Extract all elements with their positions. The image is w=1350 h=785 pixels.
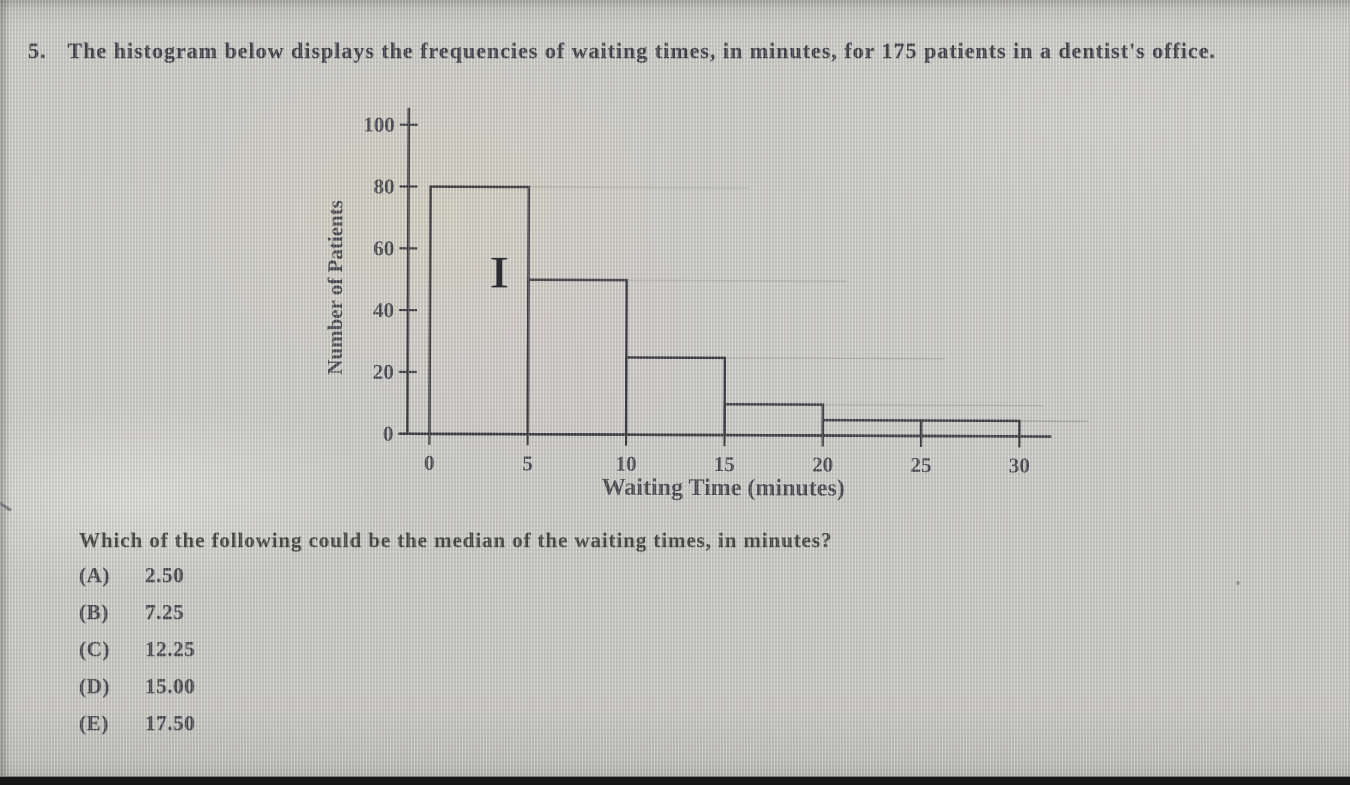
scan-edge-bottom: [0, 776, 1350, 785]
scan-gridline-0-5: [528, 186, 749, 189]
x-tick-label-0: 0: [424, 451, 435, 475]
option-e-value: 17.50: [145, 711, 196, 735]
option-e-label: (E): [79, 711, 109, 735]
option-a-label: (A): [79, 563, 110, 587]
x-tick-label-20: 20: [812, 452, 833, 476]
bar-5-10: [526, 278, 629, 436]
scan-edge-left: [0, 0, 10, 785]
scan-gridline-15-20: [822, 403, 1043, 407]
histogram-svg: 0 20 40 60 80 100 0 5 10 15 20 25 30 Number of Patien…: [323, 107, 1088, 502]
x-tick-label-30: 30: [1009, 453, 1030, 477]
option-d: (D) 15.00: [79, 674, 195, 700]
option-c: (C) 12.25: [79, 637, 195, 663]
y-axis-label: Number of Patients: [323, 200, 348, 375]
question-text: The histogram below displays the frequen…: [67, 38, 1216, 63]
x-axis-label: Waiting Time (minutes): [602, 475, 845, 502]
bar-0-5: [428, 185, 531, 436]
y-tick-label-60: 60: [373, 236, 394, 260]
option-d-value: 15.00: [145, 674, 196, 698]
x-tick-label-15: 15: [714, 452, 735, 476]
option-a-value: 2.50: [145, 563, 185, 587]
option-c-label: (C): [79, 637, 110, 661]
bar-15-20: [723, 402, 825, 437]
x-tick-label-5: 5: [522, 451, 533, 475]
option-c-value: 12.25: [145, 637, 196, 661]
prompt-question: Which of the following could be the medi…: [79, 528, 833, 552]
bar-10-15: [624, 356, 727, 437]
y-tick-label-80: 80: [373, 174, 394, 198]
options-list: (A) 2.50 (B) 7.25 (C) 12.25 (D) 15.00 (E…: [79, 563, 195, 748]
question-number: 5.: [28, 38, 47, 63]
question: 5. The histogram below displays the frequ…: [28, 38, 1348, 64]
scan-gridline-5-10: [626, 279, 847, 282]
y-tick-label-0: 0: [383, 422, 394, 446]
option-e: (E) 17.50: [79, 711, 195, 737]
y-tick-label-20: 20: [373, 360, 394, 384]
bar-25-30: [919, 419, 1021, 438]
y-tick-label-40: 40: [373, 298, 394, 322]
artifact-speck: [1236, 581, 1240, 585]
option-b: (B) 7.25: [79, 600, 195, 626]
scan-gridline-10-15: [724, 357, 945, 360]
text-cursor-icon: I: [489, 248, 510, 297]
bar-20-25: [821, 418, 923, 438]
x-tick-label-10: 10: [615, 452, 636, 476]
option-d-label: (D): [79, 674, 110, 698]
y-tick-label-100: 100: [363, 113, 395, 137]
y-axis: [406, 107, 411, 435]
x-tick-label-25: 25: [910, 453, 931, 477]
option-b-label: (B): [79, 600, 109, 624]
histogram-chart: 0 20 40 60 80 100 0 5 10 15 20 25 30 Number of Patien…: [299, 101, 1101, 516]
option-a: (A) 2.50: [79, 563, 195, 589]
option-b-value: 7.25: [145, 600, 185, 624]
